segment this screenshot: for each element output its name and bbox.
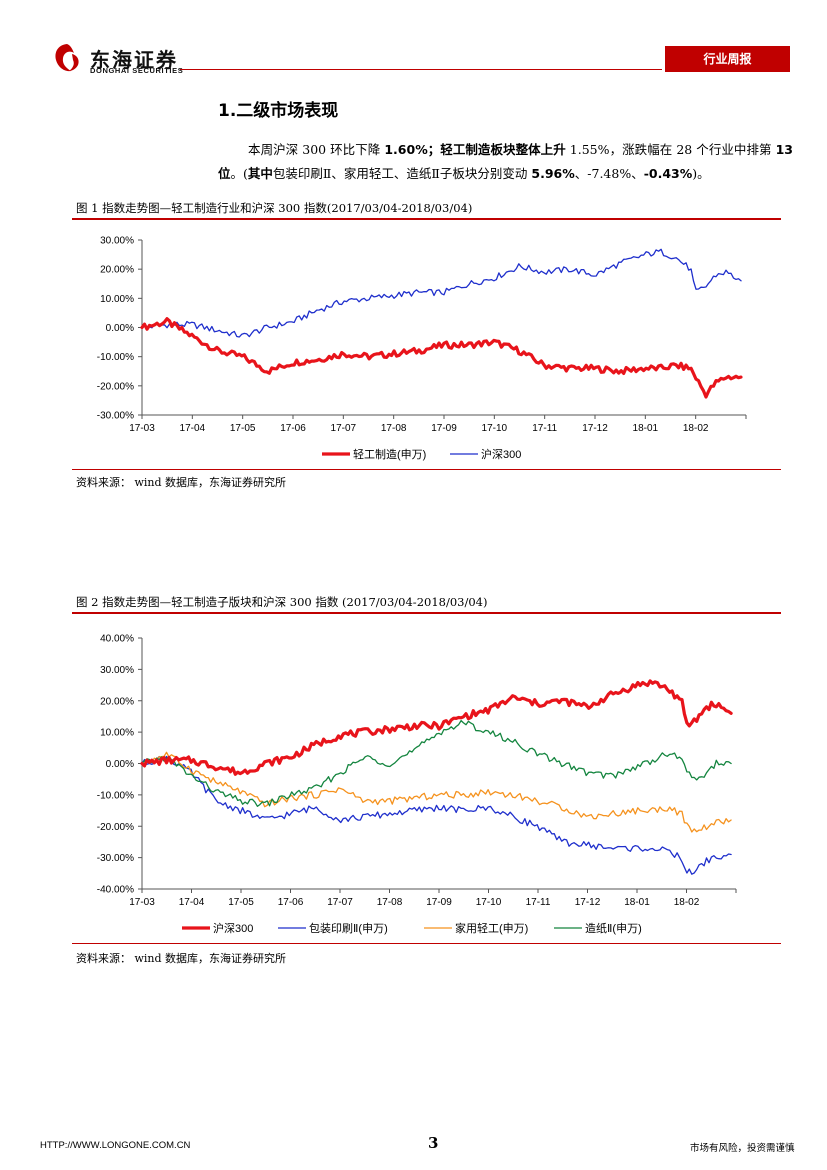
y-tick-label: 40.00% <box>100 634 134 645</box>
x-tick-label: 17-07 <box>331 423 357 434</box>
x-tick-label: 18-01 <box>624 897 650 908</box>
series-line <box>140 679 733 776</box>
y-tick-label: 20.00% <box>100 265 134 276</box>
series-line <box>141 755 732 875</box>
y-tick-label: 10.00% <box>100 294 134 305</box>
paragraph-run: 其中 <box>247 166 273 181</box>
x-tick-label: 17-04 <box>179 897 205 908</box>
y-tick-label: 30.00% <box>100 236 134 247</box>
x-tick-label: 17-06 <box>278 897 304 908</box>
paragraph-run: )。 <box>692 166 710 181</box>
x-tick-label: 17-05 <box>230 423 256 434</box>
paragraph-run: 、-7.48%、 <box>574 166 644 181</box>
y-tick-label: -30.00% <box>97 853 134 864</box>
y-tick-label: 30.00% <box>100 665 134 676</box>
figure2-source: 资料来源： wind 数据库，东海证券研究所 <box>76 952 287 965</box>
x-tick-label: 18-02 <box>683 423 709 434</box>
y-tick-label: 20.00% <box>100 696 134 707</box>
legend-label: 轻工制造(申万) <box>353 447 426 461</box>
legend-label: 沪深300 <box>481 447 521 461</box>
report-type-badge: 行业周报 <box>665 46 790 72</box>
x-tick-label: 17-08 <box>377 897 403 908</box>
paragraph-run: 1.55%，涨跌幅在 28 个行业中排第 <box>565 142 776 157</box>
x-tick-label: 17-09 <box>431 423 457 434</box>
x-tick-label: 17-12 <box>575 897 601 908</box>
y-tick-label: 10.00% <box>100 728 134 739</box>
paragraph-run: 1.60%；轻工制造板块整体上升 <box>384 142 566 157</box>
series-line <box>141 248 742 338</box>
y-tick-label: -20.00% <box>97 822 134 833</box>
legend-label: 家用轻工(申万) <box>455 921 528 935</box>
paragraph-run: 5.96% <box>531 166 575 181</box>
company-name-en: DONGHAI SECURITIES <box>90 66 184 75</box>
paragraph-run: -0.43% <box>643 166 693 181</box>
paragraph-run: 包装印刷Ⅱ、家用轻工、造纸Ⅱ子板块分别变动 <box>272 166 532 181</box>
header-divider <box>180 69 662 70</box>
x-tick-label: 18-01 <box>633 423 659 434</box>
figure2-line-chart: 40.00% 30.00% 20.00% 10.00% 0.00% -10.00% -20.… <box>97 634 737 935</box>
y-tick-label: -20.00% <box>97 381 134 392</box>
figure1-source: 资料来源： wind 数据库，东海证券研究所 <box>76 476 287 489</box>
x-tick-label: 17-10 <box>476 897 502 908</box>
x-tick-label: 17-03 <box>129 423 155 434</box>
x-tick-label: 17-08 <box>381 423 407 434</box>
x-tick-label: 17-11 <box>526 897 551 908</box>
y-tick-label: 0.00% <box>106 323 134 334</box>
x-tick-label: 17-06 <box>280 423 306 434</box>
figure1-line-chart: 30.00% 20.00% 10.00% 0.00% -10.00% -20.00% -30… <box>97 236 747 461</box>
y-tick-label: -30.00% <box>97 411 134 422</box>
y-tick-label: -10.00% <box>97 790 134 801</box>
risk-disclaimer: 市场有风险，投资需谨慎 <box>690 1143 795 1154</box>
x-tick-label: 17-11 <box>532 423 557 434</box>
legend-label: 包装印刷Ⅱ(申万) <box>309 922 388 935</box>
company-name-cn: 东海证券 <box>90 48 178 72</box>
x-tick-label: 17-05 <box>228 897 254 908</box>
legend-label: 造纸Ⅱ(申万) <box>585 921 642 935</box>
dragon-logo-icon <box>55 44 79 72</box>
x-tick-label: 17-07 <box>327 897 353 908</box>
figure1-top-rule <box>72 218 781 220</box>
x-tick-label: 17-04 <box>180 423 206 434</box>
series-line <box>141 751 732 833</box>
x-tick-label: 17-09 <box>426 897 452 908</box>
series-line <box>140 317 743 399</box>
series-line <box>141 719 732 807</box>
footer-url[interactable]: HTTP://WWW.LONGONE.COM.CN <box>40 1140 191 1151</box>
page-number: 3 <box>428 1134 439 1152</box>
y-tick-label: 0.00% <box>106 759 134 770</box>
figure2-top-rule <box>72 612 781 614</box>
legend-label: 沪深300 <box>213 921 253 935</box>
x-tick-label: 17-03 <box>129 897 155 908</box>
figure1-bottom-rule <box>72 469 781 470</box>
y-tick-label: -40.00% <box>97 885 134 896</box>
figure2-caption: 图 2 指数走势图—轻工制造子版块和沪深 300 指数 (2017/03/04-… <box>76 595 488 609</box>
paragraph-run: 13 位 <box>218 142 793 181</box>
x-tick-label: 17-10 <box>482 423 508 434</box>
paragraph-run: 。( <box>230 166 248 181</box>
y-tick-label: -10.00% <box>97 352 134 363</box>
figure2-bottom-rule <box>72 943 781 944</box>
paragraph-run: 本周沪深 300 环比下降 <box>248 142 385 157</box>
x-tick-label: 17-12 <box>582 423 608 434</box>
x-tick-label: 18-02 <box>674 897 700 908</box>
summary-paragraph: 本周沪深 300 环比下降 1.60%；轻工制造板块整体上升 1.55%，涨跌幅… <box>218 138 793 186</box>
section-title: 1.二级市场表现 <box>218 101 339 121</box>
figure1-caption: 图 1 指数走势图—轻工制造行业和沪深 300 指数(2017/03/04-20… <box>76 201 473 215</box>
